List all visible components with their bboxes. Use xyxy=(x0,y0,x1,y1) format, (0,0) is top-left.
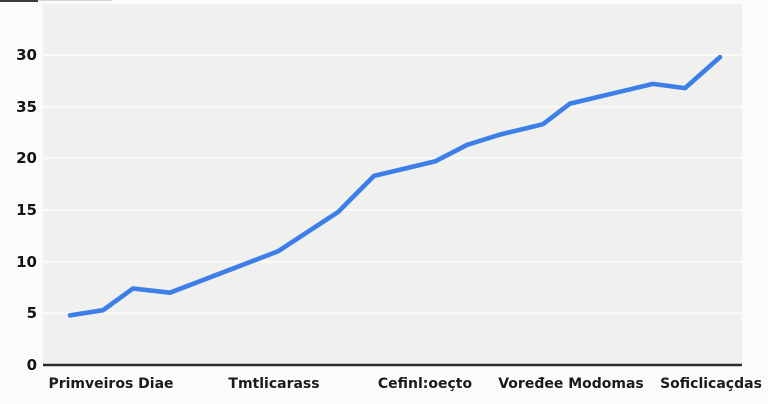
y-tick-label: 35 xyxy=(16,97,37,116)
y-tick-label: 0 xyxy=(26,356,37,374)
crop-artifact-mark xyxy=(0,0,38,2)
y-tick-label: 15 xyxy=(16,201,37,219)
trend-line xyxy=(67,54,723,318)
y-tick-label: 20 xyxy=(16,149,37,168)
x-tick-label: Cefinl:oeçto xyxy=(377,376,473,392)
plot-area xyxy=(43,4,742,365)
crop-artifact-mark-faint xyxy=(38,0,112,1)
x-tick-label: Soficlicaçdas xyxy=(660,376,762,392)
y-tick-label: 10 xyxy=(16,252,37,271)
y-tick-label: 30 xyxy=(16,46,37,64)
x-tick-label: Primveiros Diae xyxy=(48,376,174,392)
x-tick-label: Tmtlicarass xyxy=(228,376,320,392)
x-tick-label: Voređee Modomas xyxy=(498,376,644,392)
y-tick-label: 5 xyxy=(26,304,37,323)
